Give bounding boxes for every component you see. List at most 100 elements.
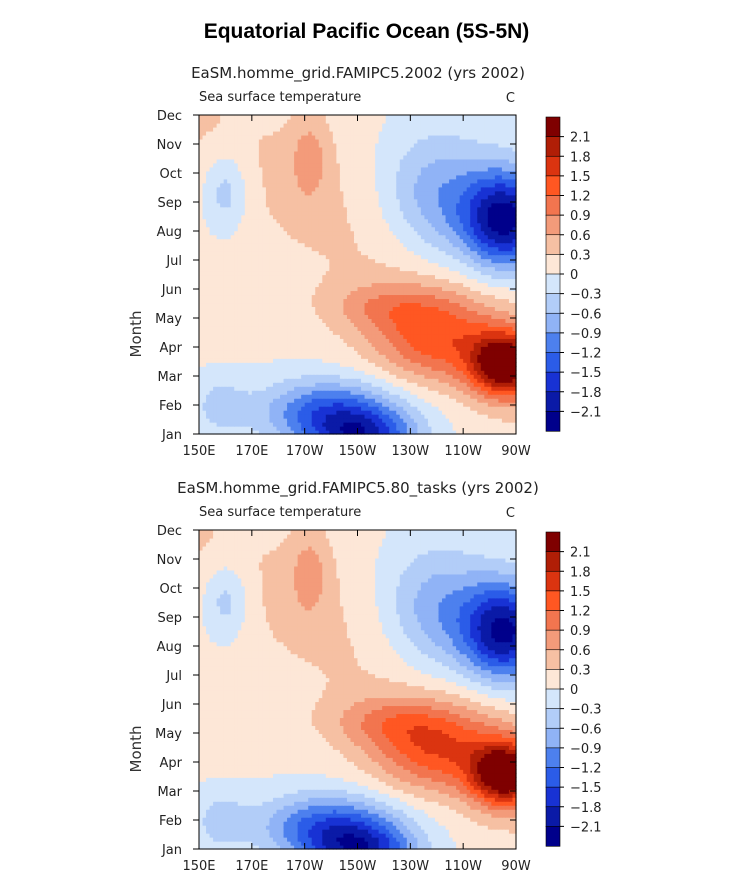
- heatmap-cell: [424, 290, 429, 296]
- heatmap-cell: [403, 406, 408, 411]
- heatmap-cell: [385, 254, 390, 260]
- heatmap-cell: [353, 254, 359, 260]
- heatmap-cell: [283, 378, 288, 383]
- heatmap-cell: [357, 374, 362, 379]
- heatmap-cell: [385, 262, 390, 268]
- heatmap-cell: [466, 422, 471, 427]
- heatmap-cell: [304, 282, 309, 288]
- heatmap-cell: [346, 290, 352, 296]
- heatmap-cell: [258, 342, 263, 347]
- heatmap-cell: [392, 286, 397, 292]
- heatmap-cell: [304, 358, 309, 363]
- heatmap-cell: [248, 370, 253, 375]
- heatmap-cell: [202, 282, 207, 288]
- heatmap-cell: [336, 418, 341, 423]
- heatmap-cell: [403, 314, 408, 319]
- heatmap-cell: [269, 218, 274, 224]
- heatmap-cell: [237, 278, 242, 284]
- heatmap-cell: [424, 306, 429, 311]
- heatmap-cell: [375, 294, 380, 300]
- heatmap-cell: [392, 362, 397, 367]
- heatmap-cell: [420, 386, 426, 391]
- heatmap-cell: [361, 378, 366, 383]
- heatmap-cell: [442, 278, 447, 284]
- heatmap-cell: [375, 230, 380, 236]
- heatmap-cell: [375, 386, 380, 391]
- heatmap-cell: [308, 430, 313, 435]
- heatmap-cell: [304, 354, 309, 359]
- heatmap-cell: [406, 306, 411, 311]
- heatmap-cell: [234, 282, 239, 288]
- heatmap-cell: [494, 302, 499, 307]
- heatmap-cell: [199, 258, 204, 264]
- heatmap-cell: [265, 290, 271, 296]
- heatmap-cell: [227, 286, 232, 292]
- heatmap-cell: [230, 358, 235, 363]
- heatmap-cell: [463, 318, 468, 323]
- heatmap-cell: [463, 398, 468, 403]
- heatmap-cell: [311, 378, 316, 383]
- heatmap-cell: [456, 394, 461, 399]
- heatmap-cell: [325, 218, 330, 224]
- heatmap-cell: [237, 394, 242, 399]
- heatmap-cell: [449, 422, 454, 427]
- heatmap-cell: [410, 242, 415, 248]
- heatmap-cell: [272, 350, 278, 355]
- heatmap-cell: [339, 322, 345, 327]
- heatmap-cell: [269, 370, 274, 375]
- heatmap-cell: [477, 254, 482, 260]
- heatmap-cell: [512, 230, 517, 236]
- heatmap-cell: [456, 246, 461, 252]
- heatmap-cell: [287, 350, 292, 355]
- heatmap-cell: [199, 390, 204, 395]
- heatmap-cell: [434, 346, 440, 351]
- heatmap-cell: [417, 338, 422, 343]
- heatmap-cell: [505, 334, 510, 339]
- heatmap-cell: [322, 214, 327, 220]
- heatmap-cell: [220, 374, 225, 379]
- heatmap-cell: [311, 418, 316, 423]
- heatmap-cell: [325, 322, 330, 327]
- heatmap-cell: [438, 286, 443, 292]
- heatmap-cell: [308, 422, 313, 427]
- heatmap-cell: [420, 362, 426, 367]
- heatmap-cell: [336, 350, 341, 355]
- heatmap-cell: [227, 410, 232, 415]
- heatmap-cell: [258, 362, 263, 367]
- heatmap-cell: [413, 334, 418, 339]
- heatmap-cell: [297, 266, 302, 272]
- heatmap-cell: [244, 418, 249, 423]
- heatmap-cell: [343, 230, 348, 236]
- heatmap-cell: [353, 230, 359, 236]
- heatmap-cell: [290, 258, 295, 264]
- heatmap-cell: [322, 370, 327, 375]
- heatmap-cell: [399, 230, 404, 236]
- heatmap-cell: [322, 294, 327, 300]
- heatmap-cell: [230, 382, 235, 387]
- heatmap-cell: [280, 302, 285, 307]
- heatmap-cell: [280, 398, 285, 403]
- heatmap-cell: [244, 226, 249, 232]
- heatmap-cell: [199, 278, 204, 284]
- heatmap-cell: [424, 310, 429, 315]
- heatmap-cell: [491, 330, 496, 335]
- heatmap-cell: [452, 298, 457, 304]
- heatmap-cell: [262, 382, 267, 387]
- heatmap-cell: [265, 342, 271, 347]
- heatmap-cell: [329, 274, 334, 280]
- heatmap-cell: [262, 430, 267, 435]
- heatmap-cell: [318, 242, 323, 248]
- heatmap-cell: [466, 254, 471, 260]
- heatmap-cell: [265, 238, 271, 244]
- heatmap-cell: [392, 338, 397, 343]
- heatmap-cell: [276, 398, 281, 403]
- heatmap-cell: [470, 386, 475, 391]
- heatmap-cell: [241, 422, 246, 427]
- heatmap-cell: [512, 350, 517, 355]
- heatmap-cell: [209, 290, 214, 296]
- heatmap-cell: [223, 218, 228, 224]
- heatmap-cell: [382, 234, 387, 240]
- heatmap-cell: [276, 246, 281, 252]
- heatmap-cell: [329, 310, 334, 315]
- heatmap-cell: [318, 234, 323, 240]
